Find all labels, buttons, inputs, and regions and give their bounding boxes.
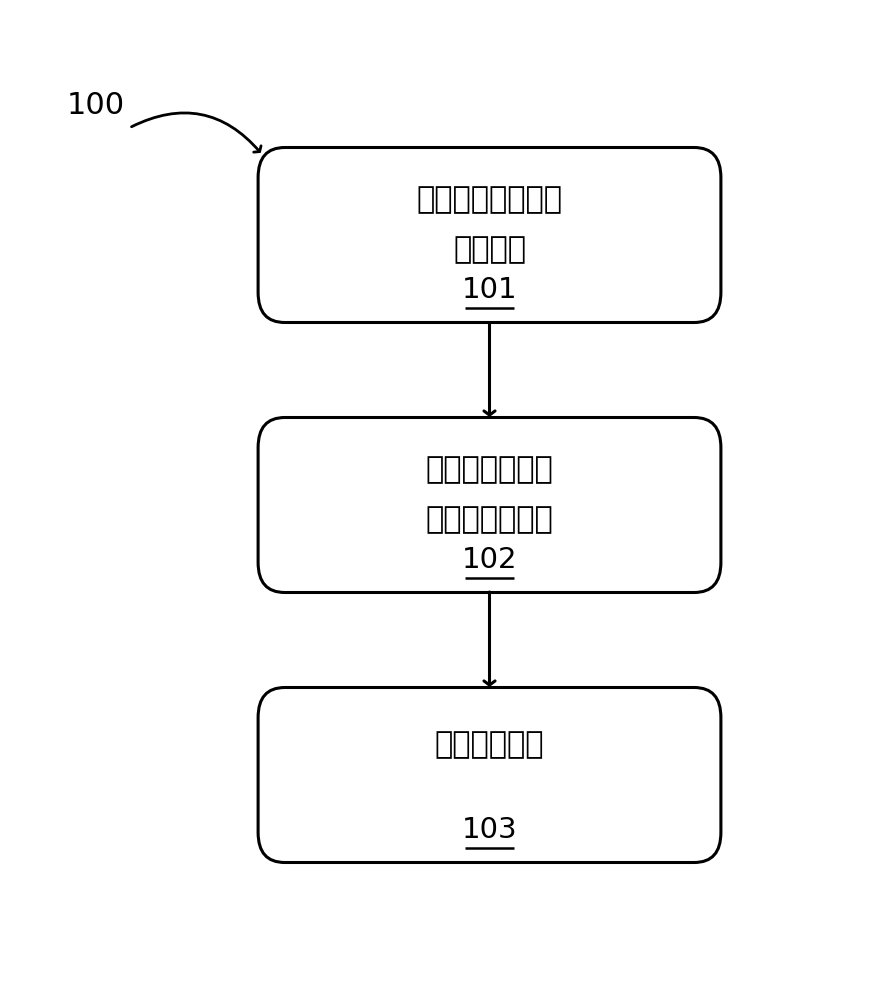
Text: 确定随机故障: 确定随机故障 <box>434 730 545 760</box>
FancyBboxPatch shape <box>258 147 721 322</box>
Text: 位置及图案变化: 位置及图案变化 <box>425 506 554 534</box>
Text: 100: 100 <box>67 91 125 119</box>
FancyBboxPatch shape <box>258 688 721 862</box>
Text: 103: 103 <box>462 816 517 844</box>
Text: 101: 101 <box>462 276 517 304</box>
FancyBboxPatch shape <box>258 418 721 592</box>
Text: 102: 102 <box>462 546 517 574</box>
Text: 接收输入: 接收输入 <box>453 235 526 264</box>
Text: 在随机计算引擎处: 在随机计算引擎处 <box>417 186 562 215</box>
Text: 从输入确定异常: 从输入确定异常 <box>425 456 554 485</box>
